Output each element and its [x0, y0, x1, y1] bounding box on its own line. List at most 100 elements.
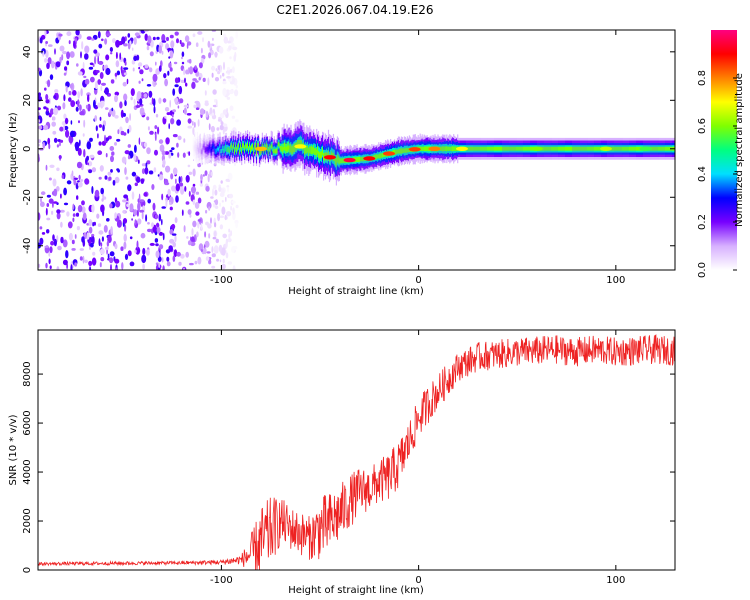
noise-speckle — [223, 123, 228, 128]
noise-speckle — [226, 108, 228, 113]
snr-frame — [37, 329, 676, 571]
noise-speckle — [57, 245, 62, 251]
noise-speckle — [123, 67, 129, 70]
noise-speckle — [149, 130, 154, 135]
noise-speckle — [157, 267, 161, 270]
noise-speckle — [86, 36, 92, 40]
noise-speckle — [144, 33, 148, 41]
noise-speckle — [167, 48, 173, 51]
band-cell — [667, 146, 669, 151]
band-cell — [661, 146, 663, 151]
band-cell — [593, 146, 595, 151]
noise-speckle — [72, 213, 76, 217]
noise-speckle — [210, 217, 212, 224]
band-cell — [427, 146, 429, 152]
noise-speckle — [139, 98, 143, 106]
band-cell — [562, 146, 564, 151]
band-cell — [191, 148, 193, 153]
noise-speckle — [92, 251, 96, 256]
band-cell — [586, 146, 588, 151]
band-cell — [341, 158, 343, 164]
noise-speckle — [145, 214, 148, 222]
band-cell — [397, 149, 400, 154]
noise-speckle — [100, 257, 105, 262]
noise-speckle — [77, 204, 83, 213]
noise-speckle — [152, 224, 157, 233]
noise-speckle — [48, 198, 54, 204]
band-cell — [377, 154, 379, 159]
noise-speckle — [167, 70, 170, 76]
band-cell — [210, 148, 212, 154]
noise-speckle — [189, 262, 194, 266]
noise-speckle — [105, 107, 109, 110]
noise-speckle — [134, 249, 137, 254]
noise-speckle — [187, 118, 192, 124]
noise-speckle — [60, 236, 64, 244]
snr-ytick-label: 4000 — [22, 459, 33, 484]
band-cell — [506, 146, 508, 151]
noise-speckle — [208, 123, 211, 131]
noise-speckle — [38, 263, 41, 268]
band-cell — [223, 148, 225, 154]
noise-speckle — [91, 233, 95, 237]
noise-speckle — [122, 210, 126, 214]
noise-speckle — [188, 171, 193, 175]
noise-speckle — [38, 119, 41, 123]
noise-speckle — [217, 118, 222, 122]
noise-speckle — [179, 98, 184, 104]
noise-speckle — [133, 55, 138, 62]
noise-speckle — [146, 147, 151, 155]
noise-speckle — [183, 68, 186, 76]
noise-speckle — [56, 212, 61, 220]
noise-speckle — [210, 125, 215, 133]
noise-speckle — [135, 246, 141, 255]
noise-speckle — [207, 40, 211, 48]
noise-speckle — [166, 261, 171, 267]
noise-speckle — [123, 233, 127, 242]
noise-speckle — [50, 240, 55, 246]
band-cell — [265, 142, 267, 148]
band-cell — [196, 144, 198, 150]
noise-speckle — [214, 222, 217, 228]
band-cell — [307, 145, 309, 153]
noise-speckle — [234, 89, 239, 97]
band-cell — [197, 147, 199, 152]
band-cell — [480, 146, 482, 151]
noise-speckle — [63, 113, 67, 120]
band-cell — [658, 146, 660, 151]
noise-speckle — [121, 36, 126, 45]
noise-speckle — [192, 78, 197, 81]
band-cell — [504, 146, 506, 151]
noise-speckle — [194, 260, 198, 265]
noise-speckle — [137, 218, 142, 225]
noise-speckle — [61, 174, 64, 179]
band-cell — [253, 145, 256, 150]
noise-speckle — [43, 124, 49, 131]
noise-speckle — [141, 168, 146, 175]
noise-speckle — [66, 180, 72, 185]
noise-speckle — [38, 125, 43, 130]
noise-speckle — [66, 51, 71, 60]
band-cell — [261, 144, 263, 149]
noise-speckle — [69, 130, 75, 138]
noise-speckle — [146, 84, 152, 87]
noise-speckle — [129, 203, 134, 212]
noise-speckle — [195, 191, 200, 195]
band-cell — [442, 146, 444, 152]
noise-speckle — [68, 90, 72, 96]
band-cell — [229, 148, 231, 154]
noise-speckle — [136, 209, 139, 217]
band-cell — [623, 146, 625, 151]
noise-speckle — [55, 61, 61, 68]
noise-speckle — [129, 236, 133, 240]
noise-speckle — [230, 205, 233, 211]
band-cell — [571, 146, 573, 151]
noise-speckle — [98, 124, 102, 128]
noise-speckle — [56, 209, 61, 214]
noise-speckle — [76, 161, 83, 169]
band-cell — [290, 144, 292, 153]
noise-speckle — [48, 177, 52, 181]
noise-speckle — [53, 137, 58, 143]
spectrogram-ytick-label: 40 — [22, 45, 33, 58]
band-cell — [583, 146, 585, 151]
